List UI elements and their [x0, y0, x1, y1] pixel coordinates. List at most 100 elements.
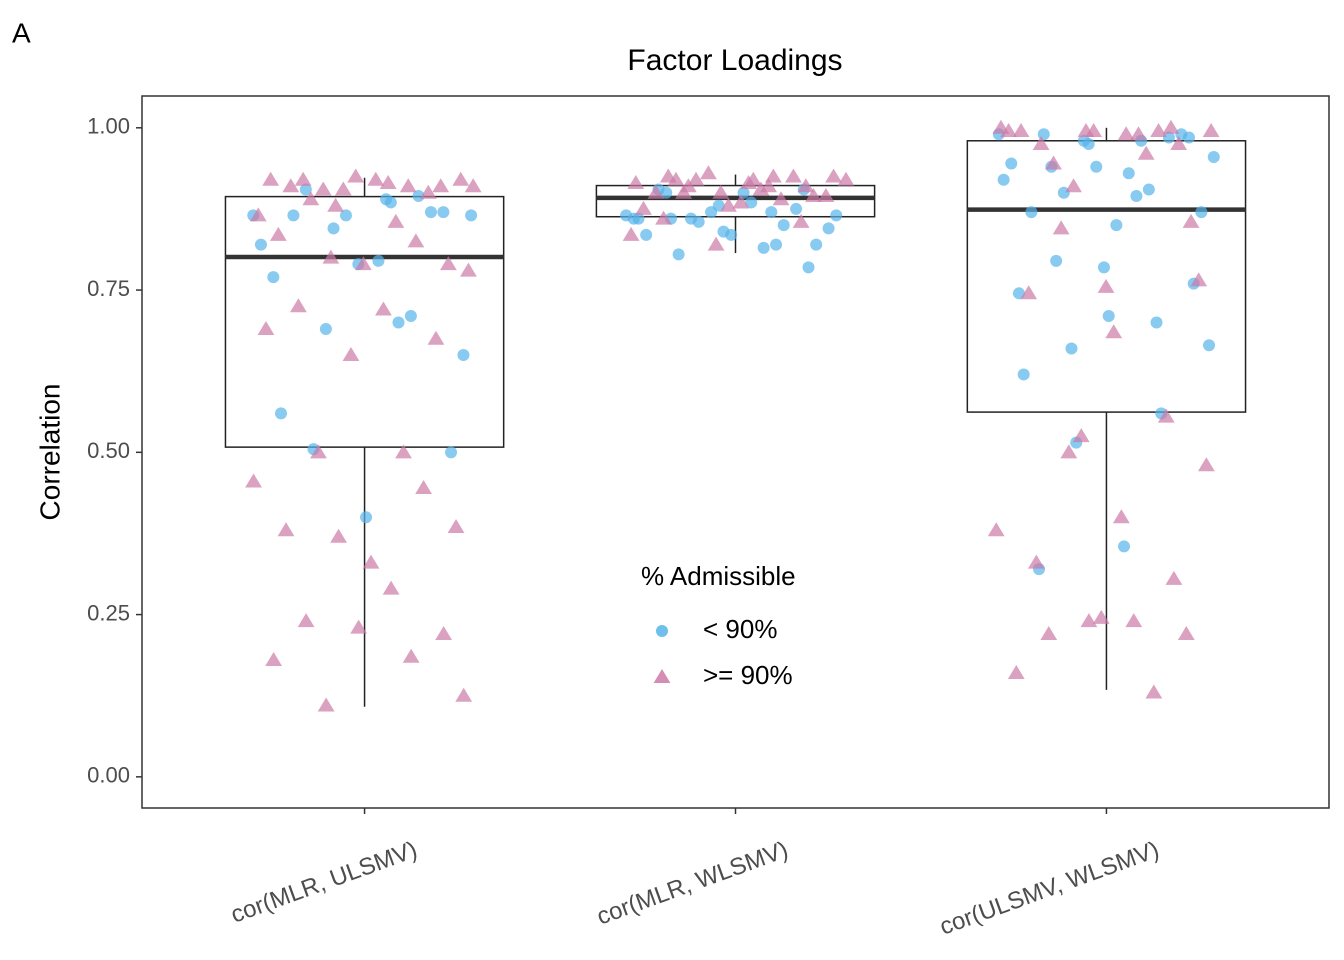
point: [297, 613, 315, 628]
point: [792, 213, 810, 228]
point: [1080, 613, 1098, 628]
point: [310, 444, 327, 459]
point: [1110, 219, 1123, 232]
point: [675, 184, 693, 199]
point: [1182, 213, 1200, 228]
point: [447, 518, 465, 533]
point: [745, 196, 758, 209]
point: [1025, 206, 1038, 219]
point: [319, 323, 332, 336]
point: [1092, 609, 1110, 624]
point: [1150, 123, 1167, 138]
point: [379, 174, 397, 189]
point: [387, 213, 405, 228]
point: [822, 222, 835, 235]
point: [1118, 540, 1131, 553]
point: [777, 219, 790, 232]
point: [269, 226, 287, 241]
point: [249, 207, 267, 222]
point: [1145, 684, 1163, 699]
point: [764, 168, 782, 183]
x-tick-label: cor(MLR, ULSMV): [227, 836, 420, 928]
point: [785, 168, 802, 183]
point: [372, 254, 385, 267]
point: [1190, 272, 1208, 287]
point: [1027, 554, 1045, 569]
point: [1090, 160, 1103, 173]
y-tick-label: 1.00: [87, 114, 130, 139]
point: [334, 181, 352, 196]
point: [1130, 189, 1143, 202]
point: [1060, 444, 1078, 459]
point: [404, 310, 417, 323]
point: [1005, 157, 1018, 170]
point: [287, 209, 300, 222]
point: [350, 619, 368, 634]
x-tick-label: cor(MLR, WLSMV): [593, 836, 791, 930]
point: [805, 187, 822, 202]
panel-label: A: [12, 17, 31, 48]
point: [817, 187, 835, 202]
y-axis-label: Correlation: [34, 384, 65, 521]
point: [1045, 155, 1062, 170]
point: [687, 171, 705, 186]
point: [635, 200, 652, 215]
point: [672, 248, 685, 261]
point: [354, 256, 372, 271]
point: [1065, 342, 1078, 355]
point: [1130, 126, 1147, 141]
legend-swatch: [653, 669, 671, 683]
point: [457, 348, 470, 361]
point: [362, 554, 380, 569]
point: [655, 210, 672, 225]
point: [692, 215, 705, 228]
x-tick-label: cor(ULSMV, WLSMV): [936, 836, 1162, 940]
point: [987, 522, 1005, 537]
point: [627, 174, 645, 189]
point: [825, 168, 842, 183]
point: [302, 191, 320, 206]
point: [640, 228, 653, 241]
point: [317, 697, 335, 712]
y-tick-label: 0.25: [87, 600, 130, 625]
point: [1012, 123, 1030, 138]
point: [712, 199, 725, 212]
point: [445, 446, 458, 459]
point: [627, 212, 640, 225]
point: [254, 238, 267, 251]
point: [802, 261, 815, 274]
point: [435, 626, 453, 641]
point: [460, 262, 477, 277]
point: [1007, 664, 1025, 679]
point: [1012, 287, 1025, 300]
point: [1000, 123, 1018, 138]
point: [439, 256, 457, 271]
point: [367, 171, 385, 186]
legend-swatch: [656, 625, 668, 637]
point: [330, 528, 347, 543]
point: [294, 171, 312, 186]
legend-label: >= 90%: [703, 660, 793, 690]
point: [1112, 509, 1130, 524]
point: [757, 241, 770, 254]
chart-title: Factor Loadings: [627, 44, 842, 77]
point: [1105, 324, 1123, 339]
point: [290, 298, 307, 313]
point: [810, 238, 823, 251]
point: [837, 171, 855, 186]
point: [1052, 220, 1070, 235]
point: [1137, 145, 1155, 160]
point: [647, 184, 665, 199]
point: [1097, 261, 1110, 274]
point: [1162, 119, 1180, 134]
point: [452, 171, 470, 186]
point: [1032, 136, 1050, 151]
point: [622, 226, 640, 241]
point: [1197, 457, 1215, 472]
point: [432, 178, 450, 193]
point: [1065, 178, 1082, 193]
point: [412, 189, 425, 202]
legend-title: % Admissible: [641, 561, 796, 591]
point: [1040, 626, 1058, 641]
